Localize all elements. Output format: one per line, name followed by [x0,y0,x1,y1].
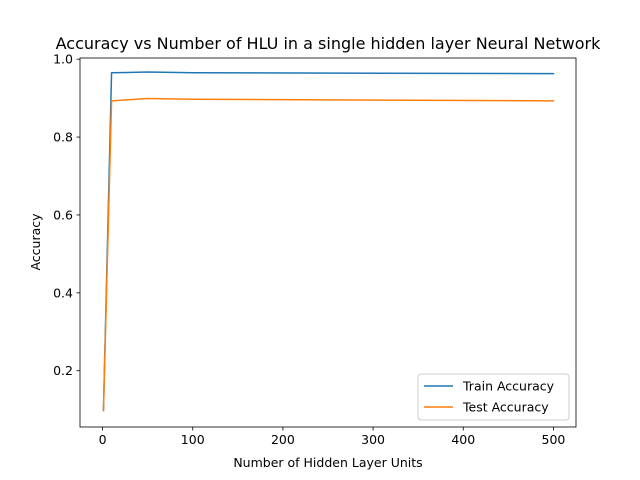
legend-label-test: Test Accuracy [462,400,549,415]
y-tick-label: 1.0 [53,52,73,67]
y-tick-label: 0.6 [53,207,73,222]
x-tick-label: 500 [542,432,566,447]
x-tick-label: 400 [451,432,475,447]
x-tick-label: 0 [99,432,107,447]
x-axis-label: Number of Hidden Layer Units [233,455,422,470]
y-tick-label: 0.4 [53,285,73,300]
legend-label-train: Train Accuracy [462,379,555,394]
series-line-test [102,97,555,412]
legend-box [417,373,570,421]
x-tick-label: 100 [181,432,205,447]
y-tick-label: 0.8 [53,130,73,145]
y-axis-label: Accuracy [28,213,43,271]
axes-frame [79,57,577,428]
ticks: 0 100 200 300 400 500 0.2 0.4 0.6 0.8 1.0 [53,52,565,447]
x-tick-label: 300 [361,432,385,447]
legend: Train Accuracy Test Accuracy [417,373,570,421]
axes [79,57,577,428]
y-tick-label: 0.2 [53,363,73,378]
x-tick-label: 200 [271,432,295,447]
chart-title: Accuracy vs Number of HLU in a single hi… [56,34,601,53]
plot-area [102,71,555,412]
